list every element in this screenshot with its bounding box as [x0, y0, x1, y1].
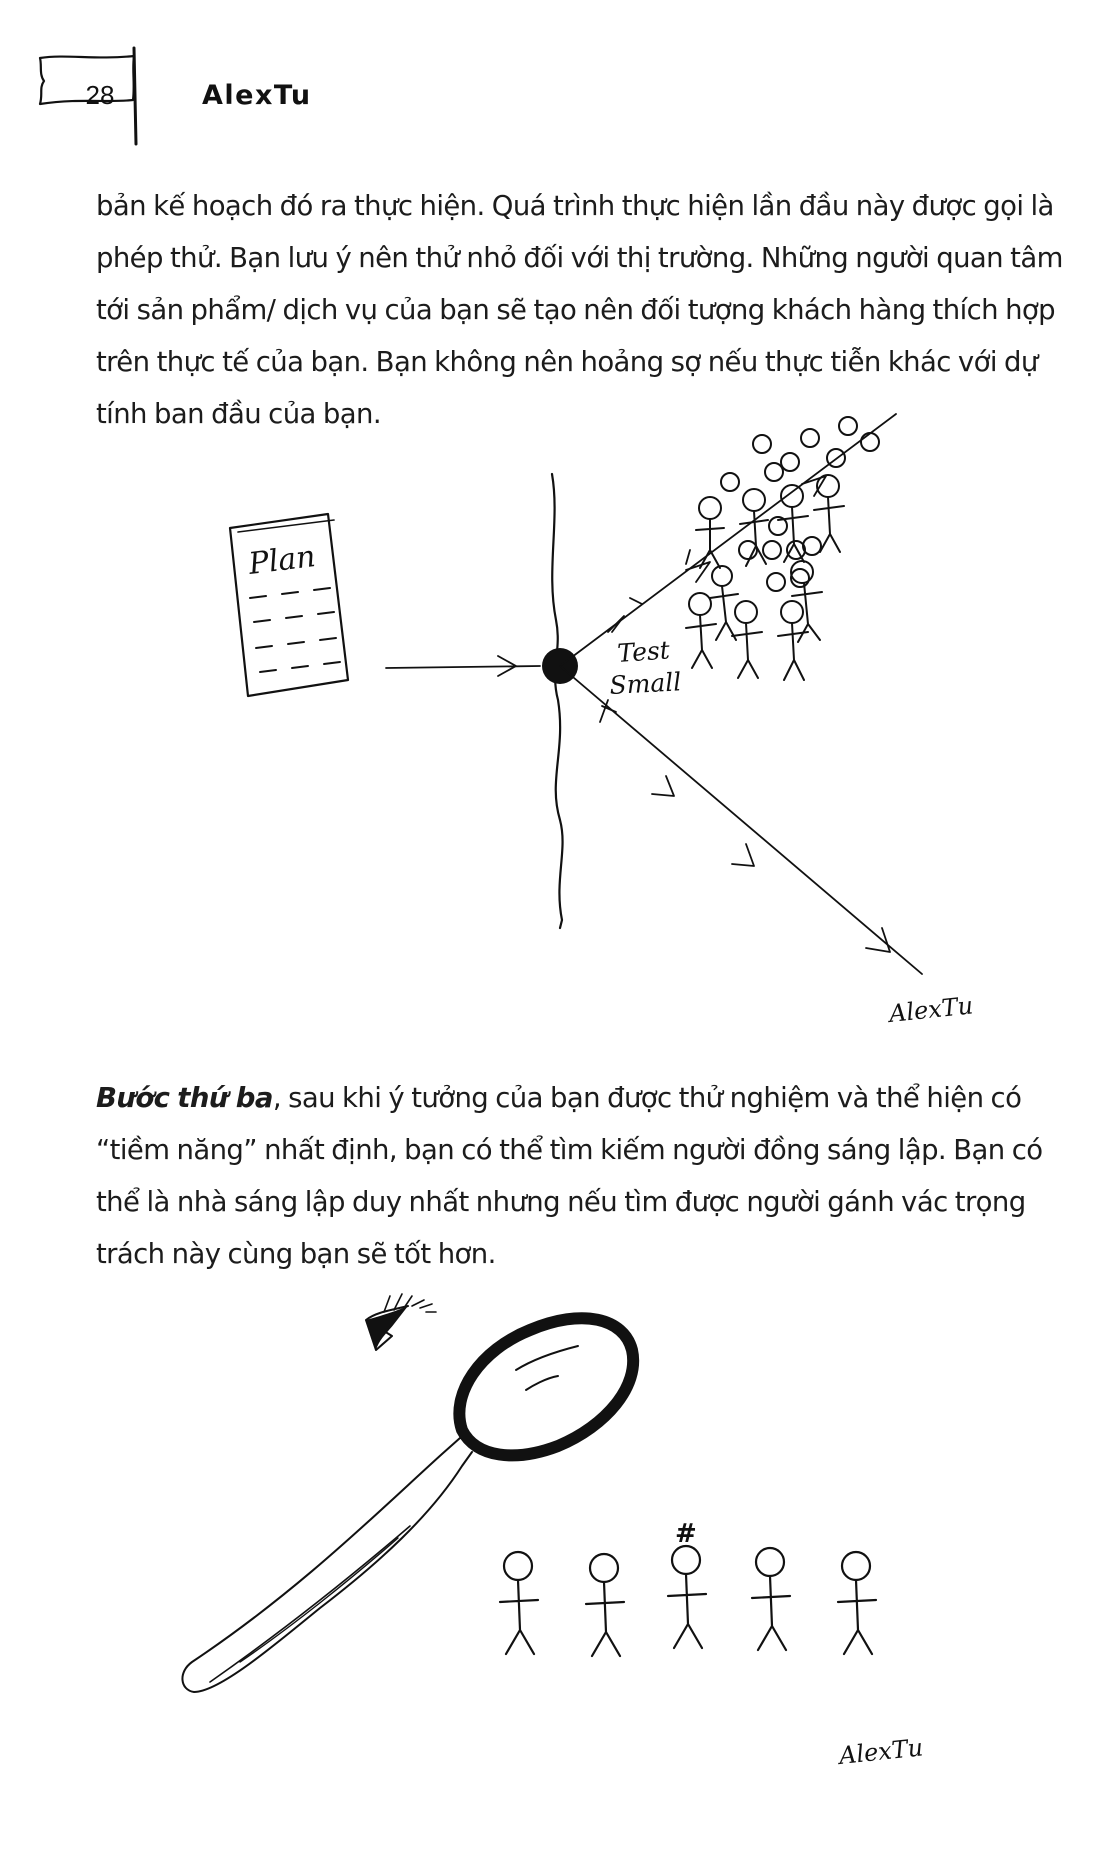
person-2: [584, 1552, 626, 1658]
magnifying-glass-icon: [181, 1312, 640, 1693]
page-number: 28: [85, 80, 115, 110]
plan-label: Plan: [246, 539, 318, 582]
small-label: Small: [609, 667, 682, 700]
people-row: [498, 1544, 878, 1658]
page-number-flag: [38, 46, 138, 146]
test-small-diagram: Plan Test Small: [228, 413, 975, 1028]
eye-icon: [365, 1293, 437, 1351]
magnifier-search-illustration: # AlexTu: [181, 1293, 925, 1770]
test-label: Test: [616, 635, 671, 668]
plan-document-icon: Plan: [228, 512, 350, 698]
marked-person-symbol: #: [675, 1519, 697, 1549]
wavy-boundary-line: [550, 472, 564, 930]
customer-group-lower: [685, 516, 823, 681]
person-3-marked: [666, 1544, 708, 1650]
body-paragraph-1: bản kế hoạch đó ra thực hiện. Quá trình …: [96, 190, 1063, 430]
person-5: [836, 1550, 878, 1656]
body-paragraph-2: Bước thứ ba, sau khi ý tưởng của bạn đượ…: [96, 1072, 1086, 1280]
customer-group-upper: [695, 416, 880, 569]
step-three-lead: Bước thứ ba: [96, 1082, 273, 1114]
paragraph-2-text: , sau khi ý tưởng của bạn được thử nghiệ…: [96, 1082, 1043, 1270]
signature-1: AlexTu: [886, 991, 975, 1028]
person-4: [750, 1546, 792, 1652]
person-1: [498, 1550, 540, 1656]
signature-2: AlexTu: [836, 1733, 925, 1770]
running-head: AlexTu: [202, 80, 312, 111]
